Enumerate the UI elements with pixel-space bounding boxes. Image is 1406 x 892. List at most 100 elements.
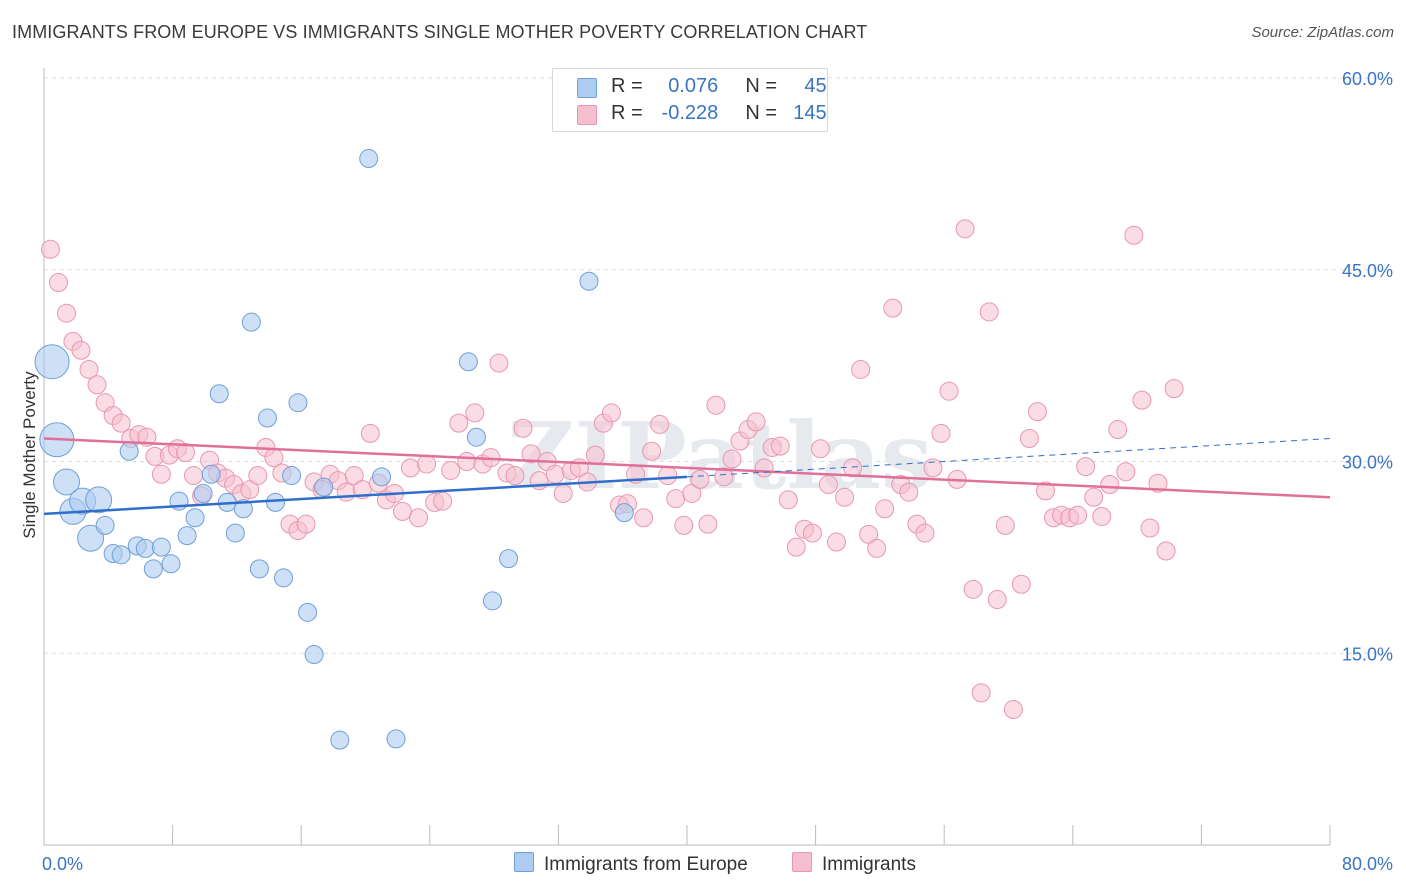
immigrants-point xyxy=(1027,402,1047,422)
immigrants-point xyxy=(296,514,316,534)
y-tick-label: 30.0% xyxy=(1342,453,1393,473)
bottom-legend-label-europe: Immigrants from Europe xyxy=(544,854,748,875)
europe-point xyxy=(614,503,634,523)
europe-point xyxy=(233,499,253,519)
immigrants-point xyxy=(1068,505,1088,525)
immigrants-point xyxy=(939,381,959,401)
europe-point xyxy=(458,352,478,372)
immigrants-point xyxy=(658,466,678,486)
europe-trend-extension xyxy=(686,437,1331,478)
chart-title: IMMIGRANTS FROM EUROPE VS IMMIGRANTS SIN… xyxy=(12,22,868,42)
grid-layer xyxy=(44,77,1394,654)
immigrants-point xyxy=(963,579,983,599)
legend-n-value: 145 xyxy=(793,102,827,124)
immigrants-trend-line xyxy=(43,437,1331,499)
immigrants-point xyxy=(931,423,951,443)
axis-layer xyxy=(43,68,1331,846)
immigrants-point xyxy=(650,414,670,434)
europe-points xyxy=(34,149,634,750)
immigrants-point xyxy=(923,458,943,478)
immigrants-point xyxy=(505,466,525,486)
europe-point xyxy=(111,545,131,565)
immigrants-point xyxy=(987,590,1007,610)
immigrants-point xyxy=(883,298,903,318)
bottom-legend-immigrants: Immigrants xyxy=(792,852,916,876)
immigrants-point xyxy=(601,403,621,423)
europe-point xyxy=(193,483,213,503)
europe-point xyxy=(95,515,115,535)
immigrants-point xyxy=(778,490,798,510)
europe-point xyxy=(386,729,406,749)
immigrants-point xyxy=(1092,506,1112,526)
immigrants-point xyxy=(634,508,654,528)
immigrants-point xyxy=(1076,457,1096,477)
immigrants-point xyxy=(979,302,999,322)
y-axis-title: Single Mother Poverty xyxy=(20,371,39,539)
europe-point xyxy=(185,508,205,528)
y-tick-label: 15.0% xyxy=(1342,644,1393,664)
immigrants-point xyxy=(835,487,855,507)
legend-n-label: N = xyxy=(745,102,778,124)
immigrants-point xyxy=(1019,428,1039,448)
trend-layer xyxy=(43,437,1331,516)
europe-point xyxy=(298,602,318,622)
europe-point xyxy=(482,591,502,611)
immigrants-point xyxy=(1035,481,1055,501)
immigrants-point xyxy=(111,413,131,433)
immigrants-point xyxy=(449,413,469,433)
immigrants-point xyxy=(79,359,99,379)
x-tick-label-min: 0.0% xyxy=(42,854,83,874)
immigrants-point xyxy=(1100,475,1120,495)
immigrants-point xyxy=(899,482,919,502)
immigrants-point xyxy=(770,436,790,456)
europe-trend-line xyxy=(43,475,688,516)
immigrants-point xyxy=(714,467,734,487)
immigrants-point xyxy=(698,514,718,534)
bottom-legend-swatch-immigrants xyxy=(792,852,812,872)
europe-point xyxy=(466,427,486,447)
immigrants-point xyxy=(336,482,356,502)
immigrants-point xyxy=(87,375,107,395)
immigrants-point xyxy=(867,538,887,558)
immigrants-point xyxy=(706,395,726,415)
europe-point xyxy=(265,492,285,512)
correlation-legend: R = 0.076 N = 45 R = -0.228 N = 145 xyxy=(552,68,828,132)
immigrants-point xyxy=(545,464,565,484)
europe-point xyxy=(53,468,81,496)
europe-point xyxy=(288,393,308,413)
europe-point xyxy=(209,384,229,404)
legend-n-label: N = xyxy=(745,75,778,97)
legend-swatch-europe xyxy=(577,78,597,98)
immigrants-point xyxy=(1148,473,1168,493)
legend-n-value: 45 xyxy=(804,75,827,97)
europe-point xyxy=(143,559,163,579)
legend-r-label: R = xyxy=(611,75,643,97)
immigrants-point xyxy=(666,489,686,509)
europe-point xyxy=(282,466,302,486)
immigrants-point xyxy=(1116,462,1136,482)
europe-point xyxy=(330,730,350,750)
europe-point xyxy=(372,467,392,487)
immigrants-point xyxy=(1108,420,1128,440)
europe-point xyxy=(201,464,221,484)
immigrants-point xyxy=(786,537,806,557)
immigrants-point xyxy=(417,454,437,474)
immigrants-point xyxy=(818,475,838,495)
europe-point xyxy=(249,559,269,579)
immigrants-point xyxy=(851,359,871,379)
immigrants-point xyxy=(1132,390,1152,410)
immigrants-point xyxy=(489,353,509,373)
immigrants-point xyxy=(151,464,171,484)
europe-point xyxy=(161,554,181,574)
europe-point xyxy=(34,344,70,380)
immigrants-point xyxy=(754,458,774,478)
x-tick-label-max: 80.0% xyxy=(1342,854,1393,874)
immigrants-point xyxy=(513,418,533,438)
immigrants-point xyxy=(746,412,766,432)
immigrants-point xyxy=(826,532,846,552)
europe-point xyxy=(177,526,197,546)
y-tick-label: 45.0% xyxy=(1342,261,1393,281)
europe-point xyxy=(135,538,155,558)
immigrants-point xyxy=(57,303,77,323)
